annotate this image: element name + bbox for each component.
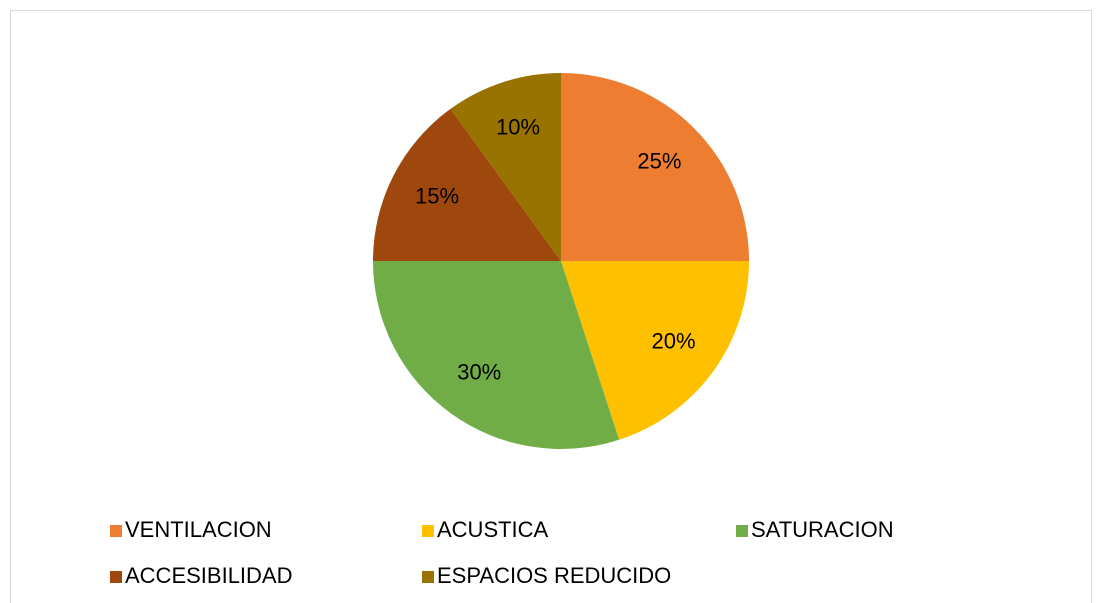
- legend-swatch: [736, 525, 748, 537]
- legend-label: SATURACION: [751, 517, 894, 542]
- pie-slice: [373, 108, 561, 261]
- data-label: 20%: [652, 329, 696, 354]
- chart-frame: [10, 10, 1092, 603]
- legend-swatch: [422, 525, 434, 537]
- legend-swatch: [422, 571, 434, 583]
- data-label: 15%: [415, 184, 459, 209]
- legend-swatch: [110, 571, 122, 583]
- data-label: 30%: [457, 359, 501, 384]
- legend-label: VENTILACION: [125, 517, 272, 542]
- legend-label: ESPACIOS REDUCIDO: [437, 563, 671, 588]
- data-label: 25%: [637, 148, 681, 173]
- legend-swatch: [110, 525, 122, 537]
- legend-label: ACCESIBILIDAD: [125, 563, 293, 588]
- pie-slice: [561, 73, 749, 261]
- pie-slice: [561, 261, 749, 440]
- data-label: 10%: [496, 115, 540, 140]
- pie-slice: [373, 261, 620, 449]
- pie-slice: [450, 73, 561, 261]
- legend-label: ACUSTICA: [437, 517, 549, 542]
